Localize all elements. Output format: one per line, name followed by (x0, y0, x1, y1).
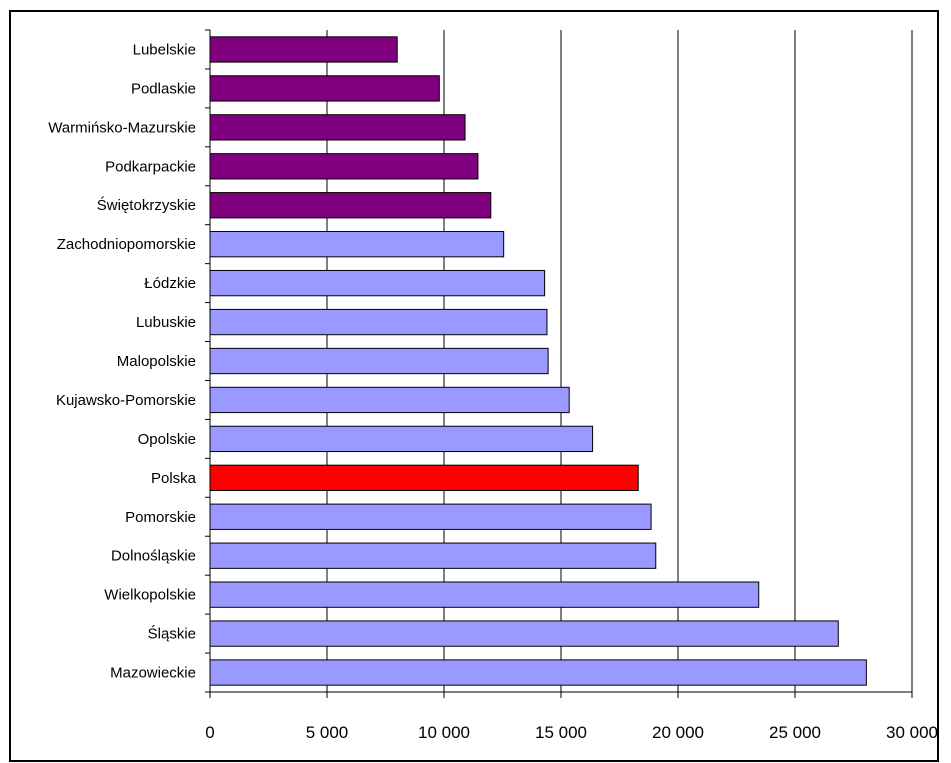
bar (209, 503, 652, 530)
bar (209, 542, 657, 569)
category-label: Podkarpackie (105, 158, 196, 175)
category-label: Malopolskie (117, 353, 196, 370)
bar (209, 620, 839, 647)
bar (209, 347, 549, 375)
category-label: Śląskie (148, 625, 196, 643)
bar (209, 464, 639, 491)
bar (209, 386, 570, 414)
category-label: Łódzkie (144, 275, 196, 292)
category-labels: Lubelskie Podlaskie Warmińsko-Mazurskie Pod… (48, 41, 196, 681)
category-label: Polska (151, 470, 197, 487)
category-label: Podlaskie (131, 80, 196, 97)
bars (209, 36, 867, 686)
bar (209, 192, 492, 219)
bar (209, 114, 466, 141)
bar (209, 425, 594, 453)
x-tick-label: 25 000 (769, 723, 821, 742)
x-tick-label: 20 000 (652, 723, 704, 742)
category-label: Kujawsko-Pomorskie (56, 392, 196, 409)
category-label: Opolskie (138, 431, 196, 448)
category-label: Lubuskie (136, 314, 196, 331)
category-label: Warmińsko-Mazurskie (48, 119, 196, 136)
x-tick-label: 5 000 (306, 723, 349, 742)
x-tick-labels: 0 5 000 10 000 15 000 20 000 25 000 30 000 (205, 723, 938, 742)
category-label: Lubelskie (133, 41, 196, 58)
x-tick-label: 0 (205, 723, 214, 742)
bar (209, 153, 479, 180)
bar (209, 581, 760, 608)
x-tick-label: 30 000 (886, 723, 938, 742)
category-label: Dolnośląskie (111, 548, 196, 565)
category-label: Zachodniopomorskie (57, 236, 196, 253)
bar (209, 308, 548, 336)
bar (209, 231, 505, 258)
x-tick-label: 10 000 (418, 723, 470, 742)
category-label: Wielkopolskie (104, 587, 196, 604)
x-tick-label: 15 000 (535, 723, 587, 742)
bar (209, 269, 546, 297)
bar (209, 659, 867, 686)
category-label: Pomorskie (125, 509, 196, 526)
bar (209, 75, 440, 102)
category-label: Mazowieckie (110, 665, 196, 682)
bar (209, 36, 398, 63)
category-label: Świętokrzyskie (97, 196, 196, 214)
